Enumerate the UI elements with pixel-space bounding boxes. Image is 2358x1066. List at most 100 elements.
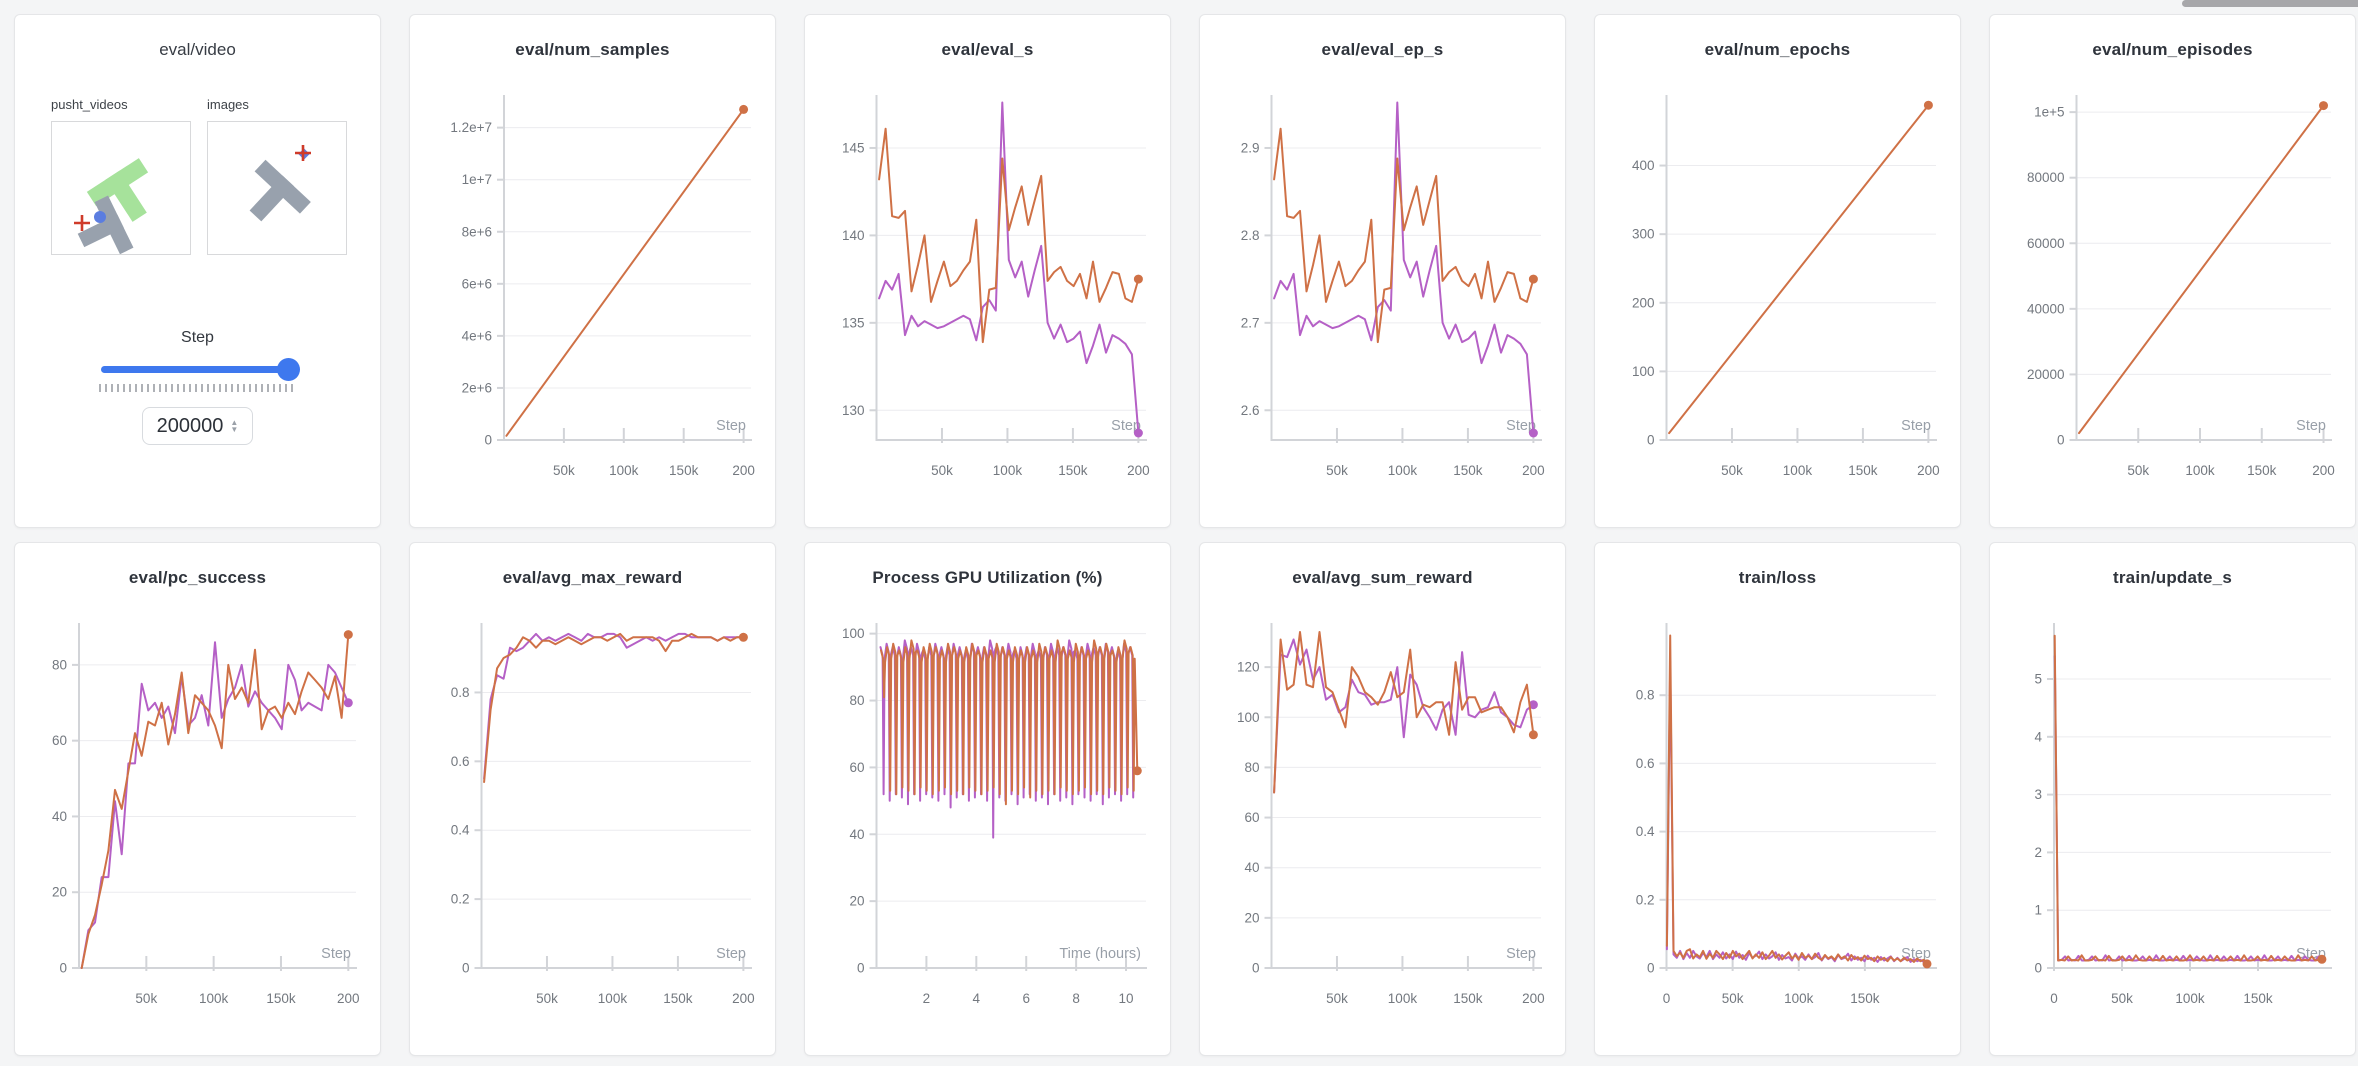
svg-text:40000: 40000 — [2027, 301, 2065, 316]
latest-point-dot — [1528, 274, 1538, 284]
svg-text:20: 20 — [849, 894, 864, 909]
step-input[interactable]: 200000 ▲ ▼ — [142, 407, 253, 445]
svg-text:40: 40 — [52, 809, 67, 824]
svg-text:100k: 100k — [993, 463, 1023, 478]
chart-panel-eval-eval-s: eval/eval_s 130 135 140 145 50k 100k 150k 200 St… — [804, 14, 1171, 528]
svg-text:0: 0 — [2034, 961, 2042, 976]
latest-point-dot — [343, 698, 353, 708]
svg-text:150k: 150k — [1850, 991, 1880, 1006]
chart-canvas[interactable]: 0 20 40 60 80 50k 100k 150k 200 Step — [15, 613, 381, 1056]
media-thumbnails: pusht_videos — [15, 97, 380, 255]
svg-text:20: 20 — [52, 885, 67, 900]
svg-text:100k: 100k — [598, 991, 628, 1006]
latest-point-dot — [2319, 101, 2328, 111]
svg-text:200: 200 — [1127, 463, 1150, 478]
stepper-down-icon[interactable]: ▼ — [230, 425, 239, 434]
svg-text:8e+6: 8e+6 — [462, 224, 492, 239]
svg-text:40: 40 — [1244, 860, 1259, 875]
chart-title: eval/eval_s — [941, 40, 1034, 59]
chart-canvas[interactable]: 0 20 40 60 80 100 120 50k 100k 150k 200 Step — [1200, 613, 1566, 1056]
svg-text:0.2: 0.2 — [1636, 892, 1655, 907]
svg-text:140: 140 — [842, 228, 865, 243]
chart-panel-process-gpu-utilization-: Process GPU Utilization (%) 0 20 40 60 80 100… — [804, 542, 1171, 1056]
svg-text:2: 2 — [2034, 845, 2042, 860]
step-slider-label: Step — [181, 329, 214, 346]
chart-canvas[interactable]: 0 2e+6 4e+6 6e+6 8e+6 1e+7 1.2e+7 50k 100k 150k 20… — [410, 85, 776, 528]
svg-text:150k: 150k — [2243, 991, 2273, 1006]
step-input-value[interactable]: 200000 — [156, 414, 224, 437]
svg-text:5: 5 — [2034, 672, 2042, 687]
svg-text:Step: Step — [716, 418, 746, 434]
svg-text:150k: 150k — [1453, 991, 1483, 1006]
step-stepper[interactable]: ▲ ▼ — [230, 418, 239, 434]
chart-panel-eval-eval-ep-s: eval/eval_ep_s 2.6 2.7 2.8 2.9 50k 100k 150k 20… — [1199, 14, 1566, 528]
series-run-purple — [2053, 654, 2323, 962]
series-run-orange — [2078, 104, 2325, 435]
images-thumbnail[interactable] — [207, 121, 347, 255]
svg-text:2.8: 2.8 — [1241, 228, 1260, 243]
svg-text:100k: 100k — [609, 463, 639, 478]
chart-title: eval/num_samples — [515, 40, 670, 59]
svg-text:50k: 50k — [536, 991, 558, 1006]
svg-text:50k: 50k — [931, 463, 953, 478]
svg-text:4: 4 — [2034, 729, 2042, 744]
latest-point-dot — [1923, 100, 1933, 110]
svg-text:50k: 50k — [135, 991, 157, 1006]
svg-text:50k: 50k — [1722, 991, 1744, 1006]
svg-text:0.8: 0.8 — [1636, 688, 1655, 703]
chart-panel-eval-num-episodes: eval/num_episodes 0 20000 40000 60000 80000 1… — [1989, 14, 2356, 528]
svg-text:135: 135 — [842, 315, 865, 330]
horizontal-scrollbar-thumb[interactable] — [2182, 0, 2358, 7]
latest-point-dot — [1528, 428, 1538, 438]
pusht-video-thumbnail[interactable] — [51, 121, 191, 255]
svg-text:3: 3 — [2034, 787, 2042, 802]
series-run-purple — [1273, 101, 1535, 434]
chart-canvas[interactable]: 0 20 40 60 80 100 2 4 6 8 10 Time (hours) — [805, 613, 1171, 1056]
svg-text:4: 4 — [973, 991, 981, 1006]
chart-canvas[interactable]: 0 0.2 0.4 0.6 0.8 50k 100k 150k 200 Step — [410, 613, 776, 1056]
step-slider-track[interactable] — [100, 366, 295, 373]
svg-text:100: 100 — [1632, 364, 1655, 379]
series-run-purple — [483, 632, 745, 780]
svg-text:200: 200 — [1522, 991, 1545, 1006]
chart-canvas[interactable]: 0 100 200 300 400 50k 100k 150k 200 Step — [1595, 85, 1961, 528]
svg-text:Step: Step — [716, 946, 746, 962]
svg-text:0: 0 — [59, 961, 67, 976]
svg-text:6: 6 — [1022, 991, 1030, 1006]
chart-canvas[interactable]: 0 20000 40000 60000 80000 1e+5 50k 100k 150k 200 S… — [1990, 85, 2356, 528]
chart-canvas[interactable]: 2.6 2.7 2.8 2.9 50k 100k 150k 200 Step — [1200, 85, 1566, 528]
svg-text:80: 80 — [52, 657, 67, 672]
svg-text:Step: Step — [1506, 946, 1536, 962]
series-run-purple — [1665, 660, 1928, 966]
svg-text:10: 10 — [1119, 991, 1134, 1006]
svg-text:200: 200 — [1632, 295, 1655, 310]
step-slider-handle[interactable] — [276, 358, 300, 381]
chart-title: eval/avg_max_reward — [502, 568, 683, 587]
svg-text:0: 0 — [1663, 991, 1671, 1006]
chart-panel-eval-avg-sum-reward: eval/avg_sum_reward 0 20 40 60 80 100 120 50k 10… — [1199, 542, 1566, 1056]
latest-point-dot — [1528, 730, 1538, 740]
chart-panel-train-loss: train/loss 0 0.2 0.4 0.6 0.8 0 50k 100k 150k Step — [1594, 542, 1961, 1056]
svg-text:60000: 60000 — [2027, 236, 2065, 251]
series-run-orange — [1273, 631, 1535, 794]
chart-title: eval/num_episodes — [2092, 40, 2253, 59]
series-run-orange — [505, 108, 745, 437]
stepper-up-icon[interactable]: ▲ — [230, 418, 239, 427]
svg-text:0: 0 — [2050, 991, 2058, 1006]
svg-text:0.6: 0.6 — [451, 754, 470, 769]
step-slider[interactable] — [100, 358, 300, 381]
chart-title: eval/pc_success — [128, 568, 267, 587]
series-run-orange — [878, 127, 1140, 344]
svg-text:2.7: 2.7 — [1241, 315, 1260, 330]
series-run-orange — [880, 639, 1139, 806]
svg-text:150k: 150k — [669, 463, 699, 478]
svg-text:60: 60 — [1244, 810, 1259, 825]
svg-text:8: 8 — [1072, 991, 1080, 1006]
chart-canvas[interactable]: 130 135 140 145 50k 100k 150k 200 Step — [805, 85, 1171, 528]
svg-text:100k: 100k — [1783, 463, 1813, 478]
svg-text:50k: 50k — [1326, 991, 1348, 1006]
svg-text:80: 80 — [849, 693, 864, 708]
